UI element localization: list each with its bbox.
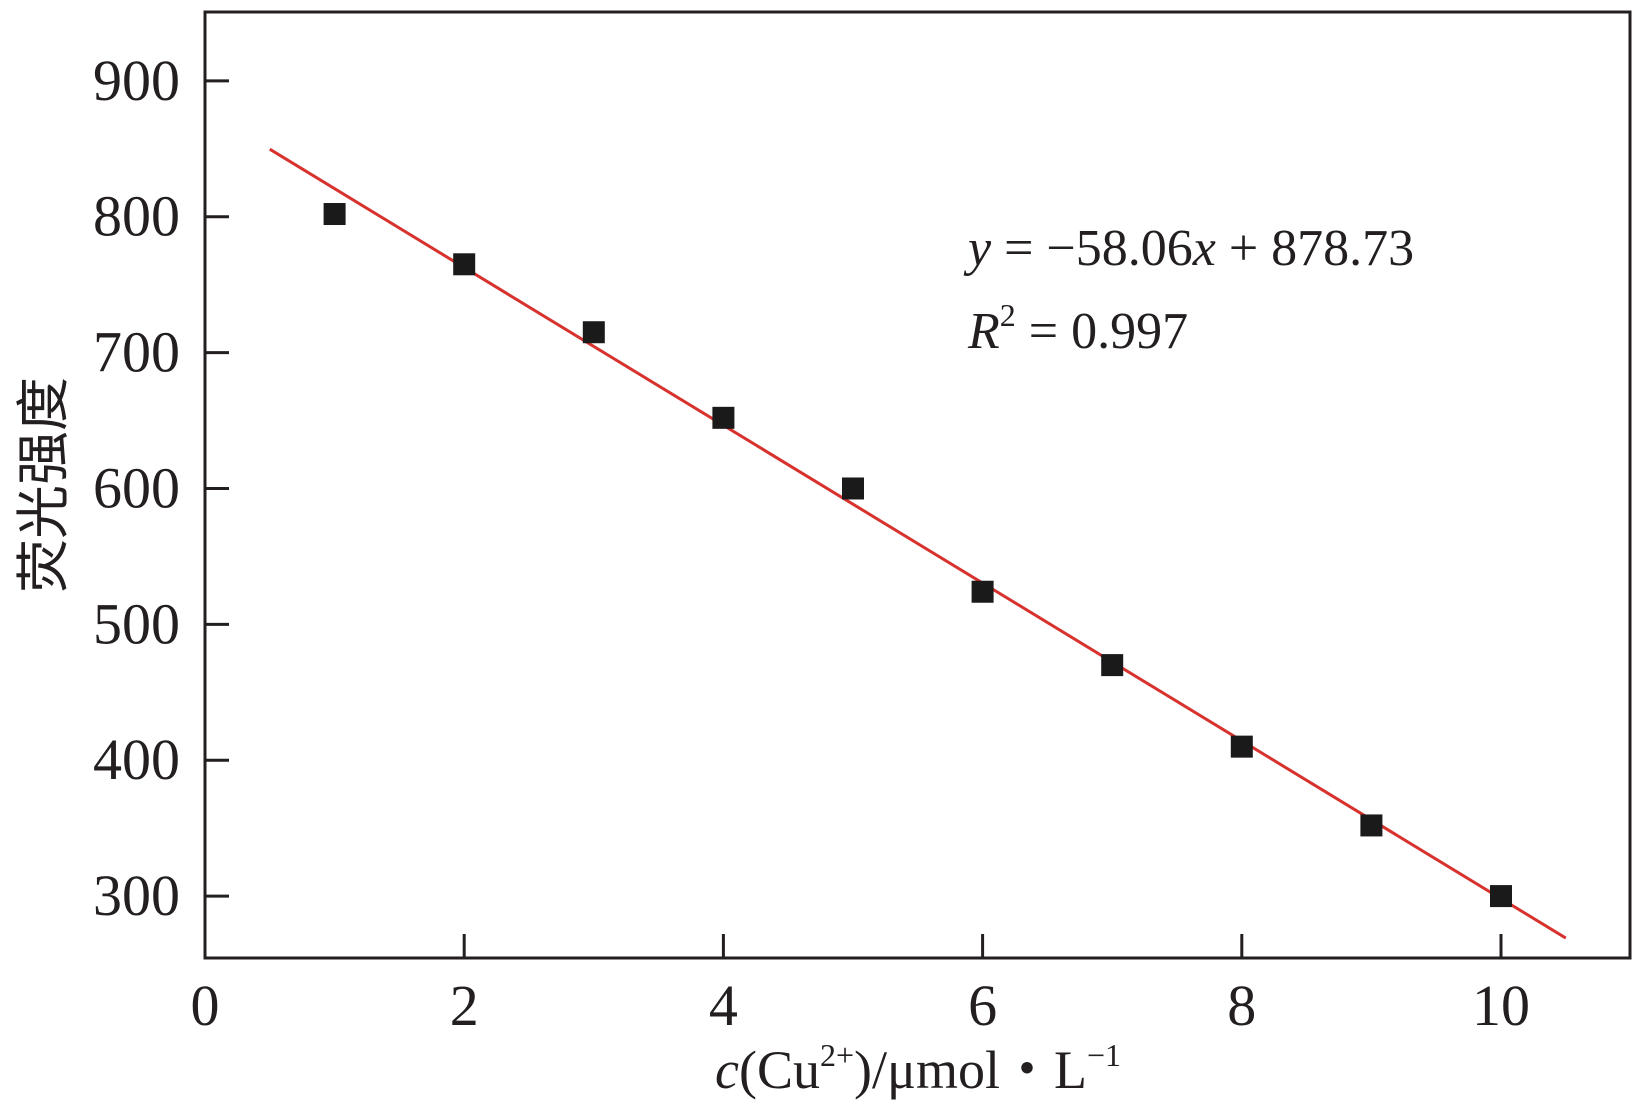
- r-squared: R2 = 0.997: [967, 297, 1188, 360]
- r2-var: R: [967, 303, 1000, 360]
- data-point: [712, 406, 735, 429]
- data-point: [1490, 885, 1512, 908]
- data-points-layer: [323, 203, 1512, 908]
- y-tick-label: 700: [93, 320, 180, 385]
- x-tick-label: 0: [191, 973, 220, 1038]
- x-axis-title-sup2: −1: [1087, 1037, 1121, 1073]
- data-point: [971, 580, 994, 603]
- x-tick-label: 6: [968, 973, 997, 1038]
- data-point: [842, 477, 864, 500]
- x-axis-title-sup: 2+: [820, 1037, 854, 1073]
- eq-y-var: y: [963, 220, 992, 277]
- data-point: [1360, 814, 1383, 837]
- x-tick-label: 8: [1227, 973, 1256, 1038]
- data-point: [1101, 654, 1124, 677]
- fit-line-layer: [269, 147, 1567, 940]
- y-tick-label: 600: [93, 455, 180, 520]
- x-tick-label: 4: [709, 973, 738, 1038]
- data-point: [453, 253, 476, 276]
- x-axis-title-open: (Cu: [739, 1040, 820, 1100]
- eq-rest: = −58.06: [991, 220, 1193, 277]
- r2-sup: 2: [1000, 297, 1016, 333]
- eq-x-var: x: [1192, 220, 1216, 277]
- data-point: [1230, 735, 1253, 758]
- y-tick-label: 300: [93, 863, 180, 928]
- x-axis-title-mid: )/μmol・L: [854, 1040, 1087, 1100]
- y-axis-title: 荧光强度: [14, 377, 74, 593]
- plot-frame: [203, 10, 1632, 960]
- data-point: [582, 321, 605, 344]
- y-tick-label: 400: [93, 727, 180, 792]
- y-tick-label: 800: [93, 184, 180, 249]
- eq-tail: + 878.73: [1216, 220, 1414, 277]
- x-axis-title-var: c: [715, 1040, 739, 1100]
- data-point: [323, 203, 346, 226]
- r2-rest: = 0.997: [1016, 303, 1188, 360]
- fit-equation: y = −58.06x + 878.73: [963, 220, 1414, 277]
- x-axis-ticks: 0 2 4 6 8 10: [191, 934, 1530, 1038]
- x-tick-label: 2: [450, 973, 479, 1038]
- y-tick-label: 500: [93, 591, 180, 656]
- x-axis-title: c(Cu2+)/μmol・L−1: [715, 1037, 1121, 1100]
- y-axis-ticks: 300 400 500 600 700 800 900: [93, 48, 229, 928]
- x-tick-label: 10: [1472, 973, 1530, 1038]
- y-tick-label: 900: [93, 48, 180, 113]
- fit-line: [269, 147, 1567, 940]
